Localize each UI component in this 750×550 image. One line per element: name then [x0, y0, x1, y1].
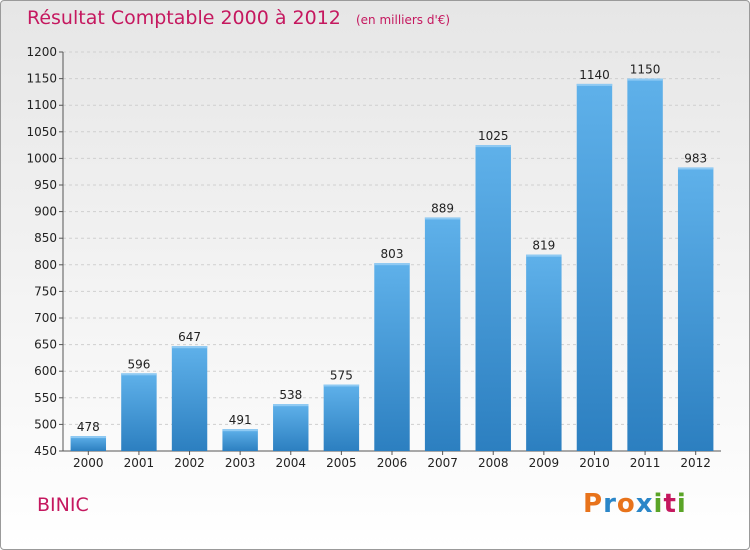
bar-highlight — [222, 429, 258, 432]
bar-value-label: 478 — [77, 420, 100, 434]
y-tick-label: 800 — [34, 258, 57, 272]
location-label: BINIC — [37, 494, 89, 516]
bar-highlight — [374, 263, 410, 266]
y-tick-label: 1100 — [26, 98, 57, 112]
y-tick-label: 550 — [34, 391, 57, 405]
bars — [70, 78, 714, 452]
bar-value-label: 983 — [684, 151, 707, 165]
y-tick-label: 1050 — [26, 125, 57, 139]
bar-value-label: 1025 — [478, 129, 509, 143]
y-tick-label: 450 — [34, 444, 57, 458]
logo-letter: i — [653, 489, 664, 519]
y-tick-label: 650 — [34, 338, 57, 352]
bar — [526, 254, 562, 451]
chart-title-block: Résultat Comptable 2000 à 2012 (en milli… — [27, 7, 450, 29]
bar-highlight — [475, 145, 511, 148]
bar — [121, 373, 157, 451]
y-tick-label: 600 — [34, 364, 57, 378]
logo-letter: i — [676, 489, 687, 519]
bar-value-label: 596 — [127, 357, 150, 371]
x-tick-label: 2000 — [73, 456, 104, 470]
bar-value-label: 538 — [279, 388, 302, 402]
bar-value-label: 803 — [381, 247, 404, 261]
bar-highlight — [627, 78, 663, 81]
bar — [171, 346, 208, 451]
bar-highlight — [424, 217, 461, 220]
x-tick-label: 2010 — [579, 456, 610, 470]
logo-letter: o — [616, 489, 636, 519]
x-tick-label: 2006 — [377, 456, 408, 470]
x-tick-label: 2003 — [225, 456, 256, 470]
bar — [273, 404, 309, 451]
bar — [70, 436, 107, 451]
y-tick-label: 950 — [34, 178, 57, 192]
bar-highlight — [273, 404, 309, 407]
x-tick-label: 2012 — [680, 456, 711, 470]
x-tick-label: 2009 — [529, 456, 560, 470]
logo-letter: x — [635, 489, 654, 519]
logo-letter: t — [663, 489, 677, 519]
logo-letter: r — [603, 489, 617, 519]
bar-highlight — [171, 346, 208, 349]
bar — [576, 83, 613, 452]
y-tick-label: 1200 — [26, 45, 57, 59]
y-tick-label: 1000 — [26, 151, 57, 165]
bar-value-label: 1140 — [579, 68, 610, 82]
chart-title: Résultat Comptable 2000 à 2012 — [27, 7, 341, 29]
labels: 450 500 550 600 650 700 750 800 850 900 950 1000 105… — [26, 45, 711, 470]
bar-highlight — [121, 373, 157, 376]
y-tick-label: 500 — [34, 417, 57, 431]
y-tick-label: 850 — [34, 231, 57, 245]
x-tick-label: 2005 — [326, 456, 357, 470]
bar-value-label: 819 — [532, 239, 555, 253]
bar — [424, 217, 461, 451]
bar-highlight — [526, 254, 562, 257]
bar-value-label: 647 — [178, 330, 201, 344]
bar-highlight — [576, 83, 613, 86]
bar — [627, 78, 663, 451]
y-tick-label: 1150 — [26, 72, 57, 86]
y-tick-label: 900 — [34, 205, 57, 219]
bar-value-label: 1150 — [630, 63, 661, 77]
bar — [323, 384, 360, 451]
x-tick-label: 2002 — [174, 456, 205, 470]
x-tick-label: 2011 — [630, 456, 661, 470]
x-tick-label: 2007 — [427, 456, 458, 470]
bar-highlight — [323, 384, 360, 387]
bar-highlight — [677, 167, 714, 170]
x-tick-label: 2004 — [275, 456, 306, 470]
bar — [222, 429, 258, 451]
y-tick-label: 750 — [34, 284, 57, 298]
x-tick-label: 2008 — [478, 456, 509, 470]
y-tick-label: 700 — [34, 311, 57, 325]
bar-highlight — [70, 436, 107, 439]
bar-value-label: 889 — [431, 201, 454, 215]
logo-letter: P — [583, 489, 604, 519]
bar — [374, 263, 410, 451]
chart-subtitle: (en milliers d'€) — [355, 13, 451, 27]
bar — [475, 145, 511, 451]
x-tick-label: 2001 — [124, 456, 155, 470]
bar — [677, 167, 714, 451]
proxiti-logo: Proxiti — [583, 489, 687, 519]
bar-value-label: 491 — [229, 413, 252, 427]
bar-value-label: 575 — [330, 369, 353, 383]
